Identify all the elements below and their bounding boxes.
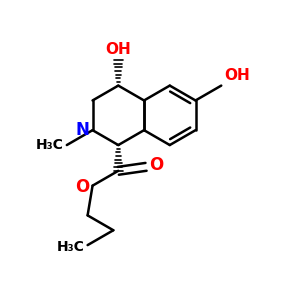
Text: H₃C: H₃C (36, 138, 64, 152)
Text: H₃C: H₃C (57, 240, 85, 254)
Text: OH: OH (105, 42, 131, 57)
Text: N: N (76, 121, 90, 139)
Text: O: O (149, 156, 163, 174)
Text: O: O (75, 178, 90, 196)
Text: OH: OH (224, 68, 250, 82)
